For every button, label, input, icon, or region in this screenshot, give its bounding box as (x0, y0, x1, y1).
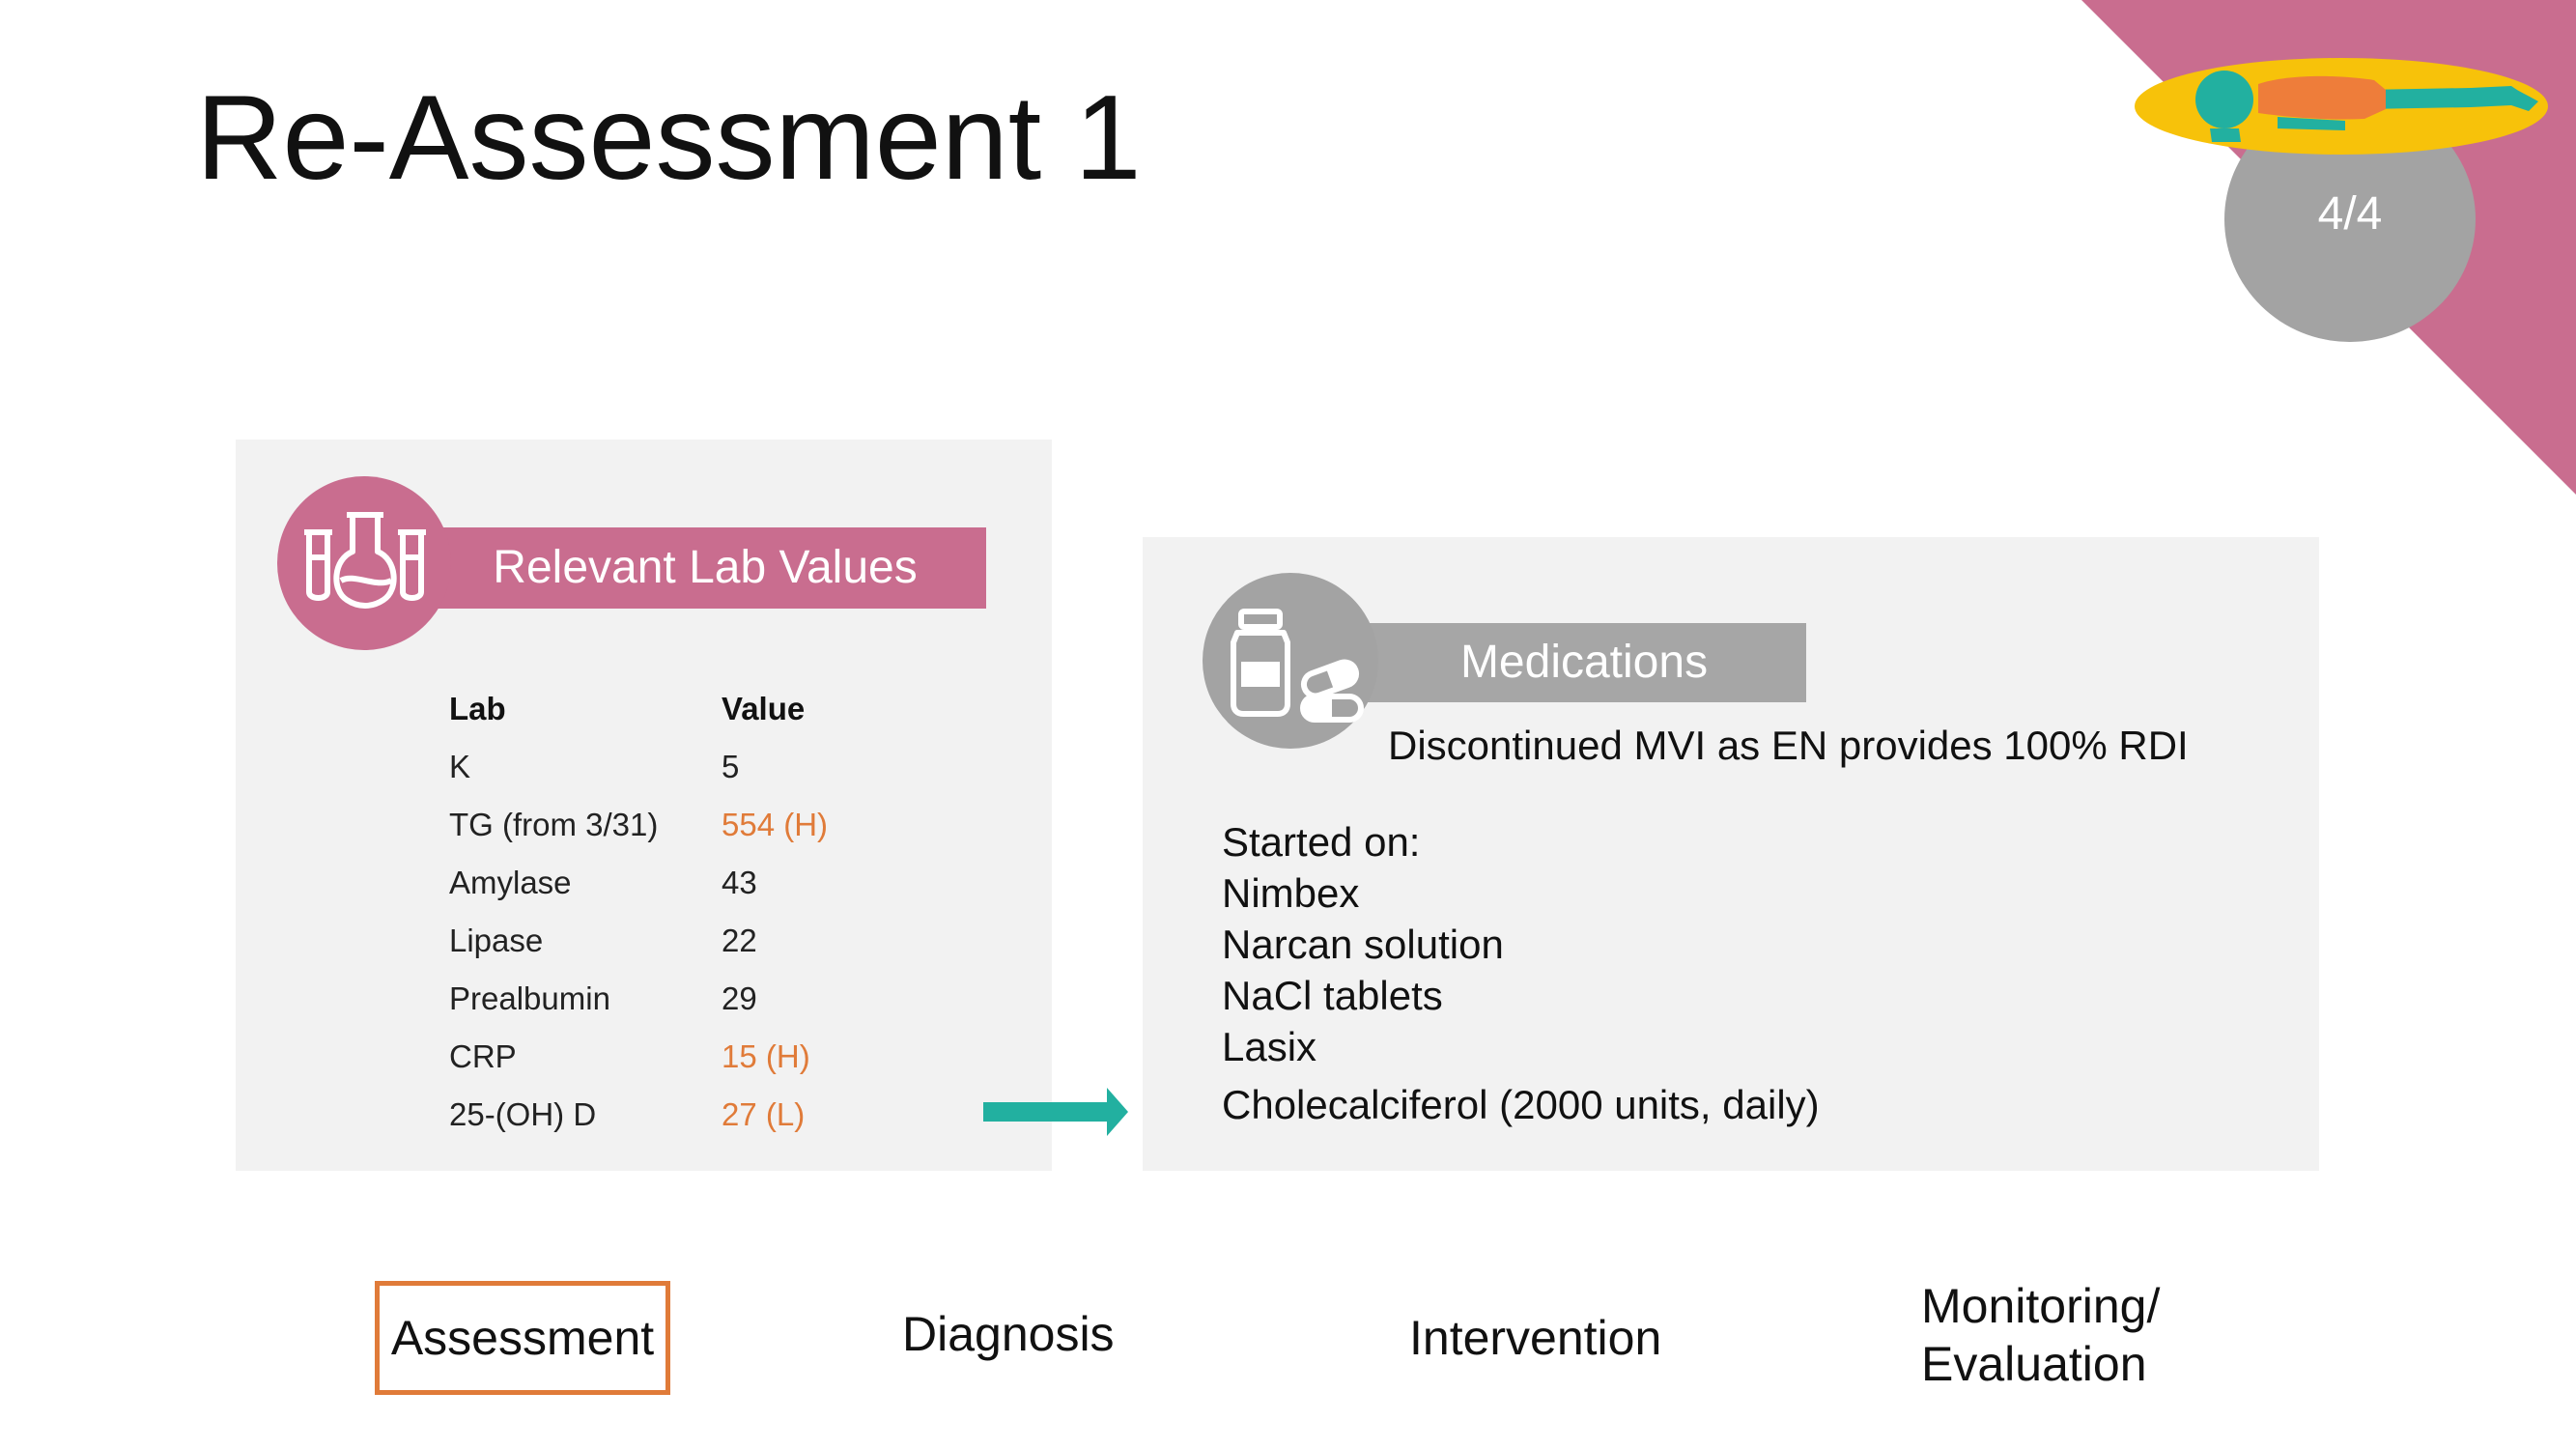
table-row: Lipase 22 (449, 912, 990, 970)
medications-note: Discontinued MVI as EN provides 100% RDI (1388, 723, 2189, 768)
patient-icon (2135, 58, 2548, 155)
lab-flasks-icon (304, 512, 426, 609)
right-arrow-icon (983, 1088, 1128, 1136)
slide-counter: 4/4 (2317, 188, 2383, 240)
lab-value-flagged: 554 (H) (722, 807, 829, 842)
lab-name: Lipase (449, 923, 544, 958)
lab-value: 5 (722, 749, 740, 784)
list-item: Nimbex (1222, 870, 1360, 916)
lab-name: Prealbumin (449, 980, 610, 1016)
pill-bottle-icon (1231, 609, 1364, 723)
table-row: K 5 (449, 738, 990, 796)
lab-value: 29 (722, 980, 757, 1016)
nav-monitoring-line1: Monitoring/ (1921, 1279, 2161, 1333)
table-row: CRP 15 (H) (449, 1028, 990, 1086)
lab-column-header: Lab (449, 691, 506, 726)
list-item: Narcan solution (1222, 922, 1504, 967)
nav-intervention[interactable]: Intervention (1409, 1311, 1662, 1365)
table-row: TG (from 3/31) 554 (H) (449, 796, 990, 854)
nav-diagnosis[interactable]: Diagnosis (902, 1307, 1115, 1361)
table-row: Prealbumin 29 (449, 970, 990, 1028)
lab-values-banner (384, 527, 986, 609)
lab-name: K (449, 749, 471, 784)
medications-list: Started on: Nimbex Narcan solution NaCl … (1222, 816, 1820, 1130)
table-row: 25-(OH) D 27 (L) (449, 1086, 990, 1144)
lab-values-heading: Relevant Lab Values (493, 542, 918, 593)
lab-values-table: Lab Value K 5 TG (from 3/31) 554 (H) Amy… (449, 680, 990, 1144)
lab-name: 25-(OH) D (449, 1096, 597, 1132)
slide-title: Re-Assessment 1 (196, 71, 1142, 205)
nav-assessment-label: Assessment (390, 1311, 655, 1365)
lab-table-header: Lab Value (449, 680, 990, 738)
lab-name: CRP (449, 1038, 517, 1074)
lab-name: Amylase (449, 865, 572, 900)
value-column-header: Value (722, 691, 806, 726)
list-item: Lasix (1222, 1024, 1317, 1069)
lab-value-flagged: 27 (L) (722, 1096, 806, 1132)
lab-value: 43 (722, 865, 757, 900)
nav-monitoring-line2: Evaluation (1921, 1337, 2147, 1391)
lab-name: TG (from 3/31) (449, 807, 659, 842)
nav-monitoring-evaluation[interactable]: Monitoring/ Evaluation (1921, 1277, 2160, 1393)
medications-banner (1333, 623, 1806, 702)
lab-value-flagged: 15 (H) (722, 1038, 810, 1074)
started-on-label: Started on: (1222, 819, 1421, 865)
list-item: Cholecalciferol (2000 units, daily) (1222, 1082, 1820, 1127)
medications-heading: Medications (1459, 637, 1709, 688)
list-item: NaCl tablets (1222, 973, 1443, 1018)
table-row: Amylase 43 (449, 854, 990, 912)
lab-value: 22 (722, 923, 757, 958)
nav-assessment-active[interactable]: Assessment (375, 1281, 670, 1395)
